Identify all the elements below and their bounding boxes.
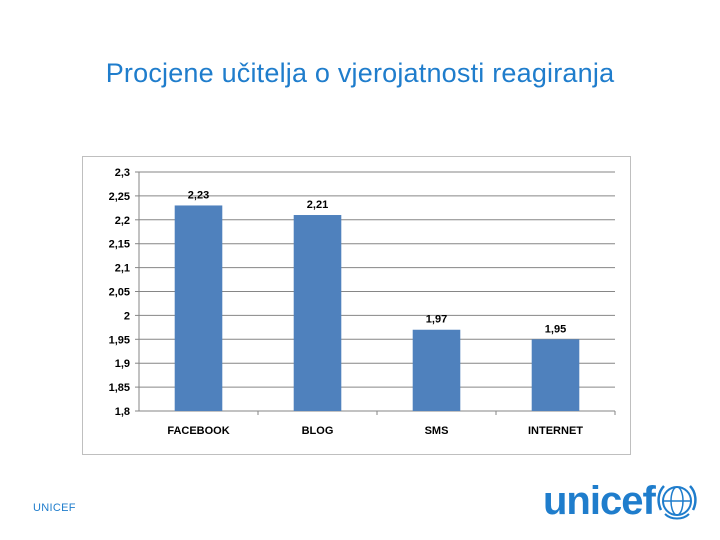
- chart-plot: 1,8 1,85 1,9 1,95 2 2,05 2,1 2,15 2,2 2,25 2,3 2,23…: [109, 167, 616, 437]
- x-tick-label: BLOG: [302, 425, 334, 437]
- data-label: 1,95: [545, 323, 566, 335]
- data-label: 2,21: [307, 199, 328, 211]
- y-tick-label: 2,2: [115, 215, 130, 227]
- y-tick-label: 2,1: [115, 263, 130, 275]
- y-tick-label: 2,3: [115, 167, 130, 179]
- y-tick-label: 2,25: [109, 191, 130, 203]
- y-tick-label: 1,85: [109, 382, 130, 394]
- y-tick-label: 2,15: [109, 239, 130, 251]
- bar: [293, 215, 342, 411]
- y-tick-label: 2: [124, 310, 130, 322]
- bar-chart: 1,8 1,85 1,9 1,95 2 2,05 2,1 2,15 2,2 2,25 2,3 2,23…: [82, 156, 631, 455]
- bar: [412, 329, 461, 411]
- x-tick-label: SMS: [425, 425, 449, 437]
- data-label: 1,97: [426, 314, 447, 326]
- y-tick-label: 2,05: [109, 287, 130, 299]
- unicef-logo: unicef: [543, 478, 703, 524]
- x-tick-label: INTERNET: [528, 425, 583, 437]
- slide-title: Procjene učitelja o vjerojatnosti reagir…: [105, 58, 615, 88]
- y-tick-label: 1,95: [109, 334, 130, 346]
- bar: [174, 205, 223, 411]
- bar: [531, 339, 580, 411]
- y-tick-label: 1,9: [115, 358, 130, 370]
- x-tick-label: FACEBOOK: [167, 425, 229, 437]
- y-tick-label: 1,8: [115, 406, 130, 418]
- data-label: 2,23: [188, 189, 209, 201]
- logo-wordmark: unicef: [543, 479, 656, 523]
- footer-label: UNICEF: [33, 502, 76, 514]
- unicef-emblem-icon: [657, 485, 697, 520]
